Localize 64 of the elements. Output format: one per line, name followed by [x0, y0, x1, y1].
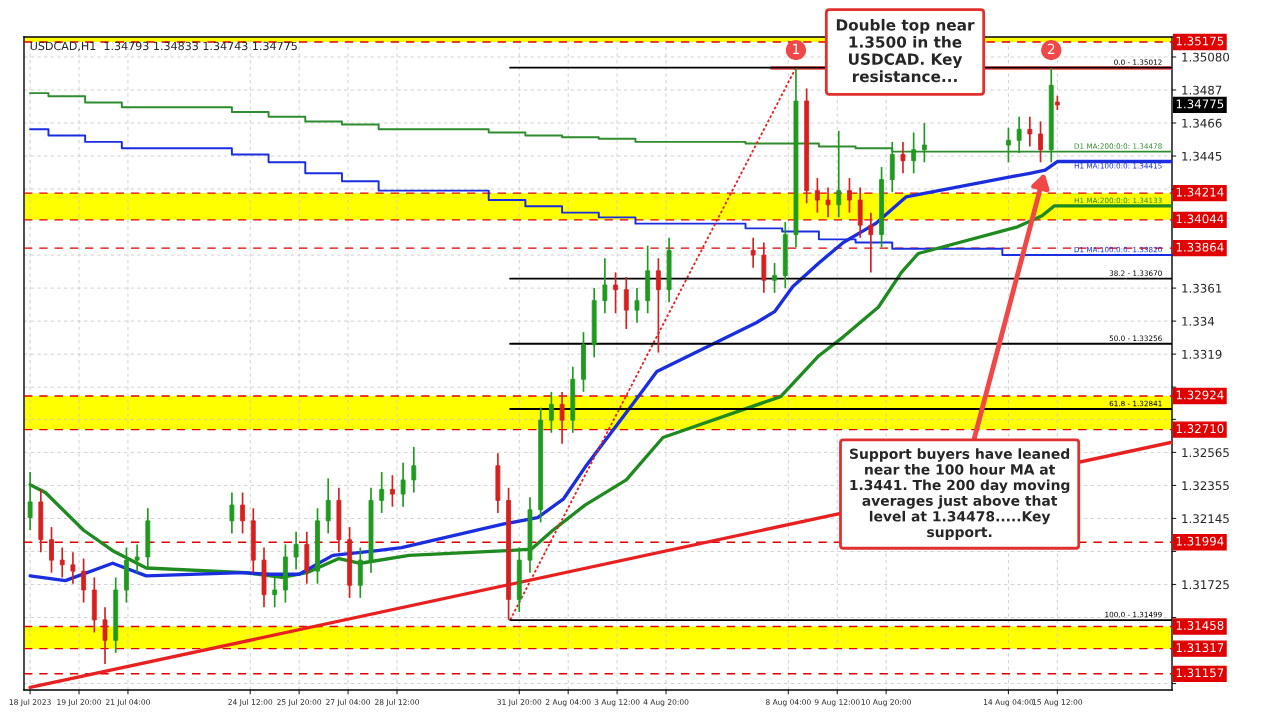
- ref-line-label: 1.34044: [1176, 214, 1224, 224]
- ref-line-label: 1.35175: [1176, 36, 1224, 46]
- y-tick-label: 1.3445: [1182, 151, 1222, 161]
- candlestick: [868, 211, 874, 274]
- candlestick: [772, 262, 777, 294]
- annotation: 2: [1047, 43, 1055, 54]
- candlestick: [229, 491, 235, 535]
- ref-line-label: 1.34214: [1176, 187, 1224, 197]
- y-tick-label: 1.35080: [1182, 52, 1230, 62]
- candlestick: [900, 141, 906, 175]
- ref-line-label: 1.32710: [1176, 424, 1224, 434]
- candlestick: [389, 474, 395, 508]
- candlestick: [379, 471, 385, 514]
- candlestick: [134, 543, 140, 574]
- ref-line-label: 1.31317: [1176, 643, 1224, 653]
- y-tick-label: 1.32145: [1182, 514, 1229, 524]
- candlestick: [836, 130, 842, 219]
- candlestick: [81, 557, 87, 604]
- y-tick-label: 1.32565: [1182, 448, 1229, 458]
- candlestick: [1027, 115, 1033, 148]
- candlestick: [400, 461, 406, 508]
- annotation: 1: [793, 43, 800, 54]
- y-tick-label: 1.3466: [1182, 118, 1222, 128]
- y-tick-label: 1.334: [1182, 316, 1215, 326]
- candlestick: [1038, 120, 1043, 164]
- candlestick: [921, 122, 927, 164]
- candlestick: [70, 551, 76, 585]
- candlestick: [59, 546, 65, 579]
- candlestick: [49, 526, 54, 574]
- annotation: Support buyers have leaned near the 100 hour MA at 1.3441. The 200 day moving averages just above that level at 1.34478.....Key support.: [849, 448, 1070, 540]
- candlestick: [1016, 115, 1022, 154]
- candlestick: [293, 530, 299, 571]
- y-tick-label: 1.32355: [1182, 481, 1229, 491]
- ref-line-label: 1.32924: [1176, 390, 1224, 400]
- candlestick: [559, 391, 565, 445]
- candlestick: [411, 446, 417, 494]
- ref-line-label: 1.31157: [1176, 668, 1224, 678]
- candlestick: [634, 287, 640, 324]
- y-tick-label: 1.3361: [1182, 283, 1222, 293]
- text: 1.34775: [1176, 99, 1224, 109]
- y-tick-label: 1.3487: [1182, 85, 1222, 95]
- candlestick: [240, 491, 245, 535]
- ref-line-label: 1.31458: [1176, 620, 1224, 630]
- candlestick: [602, 257, 608, 315]
- candlestick: [1006, 126, 1011, 164]
- candlestick: [655, 257, 661, 354]
- candlestick: [623, 276, 629, 330]
- candlestick: [750, 236, 756, 269]
- y-tick-label: 1.3319: [1182, 349, 1222, 359]
- candlestick: [325, 477, 331, 535]
- candlestick: [814, 177, 820, 214]
- candlestick: [27, 471, 33, 532]
- chart-title: USDCAD,H1 1.34793 1.34833 1.34743 1.34775: [30, 41, 297, 52]
- candlestick: [102, 606, 108, 665]
- ref-line-label: 1.31994: [1176, 536, 1224, 546]
- y-tick-label: 1.31725: [1182, 580, 1229, 590]
- candlestick: [847, 177, 852, 214]
- candlestick: [825, 186, 831, 219]
- candlestick: [272, 576, 278, 609]
- candlestick: [613, 271, 618, 315]
- ref-line-label: 1.33864: [1176, 242, 1224, 252]
- candlestick: [548, 391, 554, 434]
- candlestick: [911, 131, 917, 175]
- annotation: Double top near 1.3500 in the USDCAD. Key resistance...: [836, 18, 975, 83]
